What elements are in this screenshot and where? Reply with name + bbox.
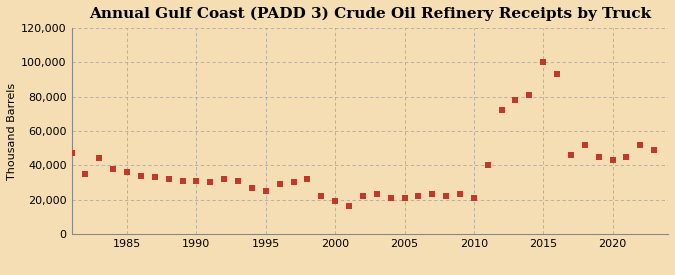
Point <box>358 194 369 198</box>
Point <box>649 148 659 152</box>
Point <box>608 158 618 162</box>
Point <box>551 72 562 76</box>
Point <box>344 204 354 209</box>
Point <box>246 185 257 190</box>
Point <box>274 182 285 186</box>
Point <box>454 192 465 197</box>
Point <box>524 93 535 97</box>
Point <box>413 194 424 198</box>
Point <box>288 180 299 185</box>
Point <box>66 151 77 155</box>
Point <box>316 194 327 198</box>
Point <box>468 196 479 200</box>
Point <box>191 178 202 183</box>
Point <box>205 180 216 185</box>
Point <box>330 199 341 204</box>
Point <box>399 196 410 200</box>
Point <box>94 156 105 161</box>
Point <box>538 60 549 65</box>
Point <box>496 108 507 112</box>
Point <box>510 98 521 102</box>
Y-axis label: Thousand Barrels: Thousand Barrels <box>7 82 17 180</box>
Point <box>233 178 244 183</box>
Point <box>483 163 493 167</box>
Point <box>302 177 313 181</box>
Point <box>371 192 382 197</box>
Point <box>261 189 271 193</box>
Point <box>80 172 91 176</box>
Point <box>122 170 132 174</box>
Point <box>385 196 396 200</box>
Point <box>593 155 604 159</box>
Point <box>177 178 188 183</box>
Point <box>441 194 452 198</box>
Point <box>635 142 646 147</box>
Point <box>427 192 437 197</box>
Point <box>163 177 174 181</box>
Point <box>621 155 632 159</box>
Point <box>566 153 576 157</box>
Title: Annual Gulf Coast (PADD 3) Crude Oil Refinery Receipts by Truck: Annual Gulf Coast (PADD 3) Crude Oil Ref… <box>89 7 651 21</box>
Point <box>136 174 146 178</box>
Point <box>149 175 160 180</box>
Point <box>108 167 119 171</box>
Point <box>579 142 590 147</box>
Point <box>219 177 230 181</box>
